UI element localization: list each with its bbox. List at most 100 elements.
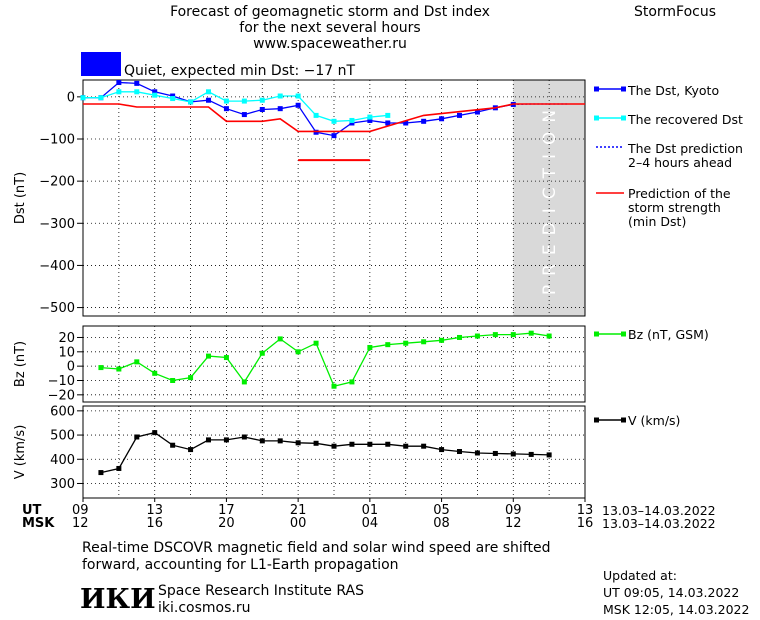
brand-name: StormFocus [633,4,717,20]
ut-tick-label: 09 [72,503,89,518]
data-point-v-0 [241,434,247,440]
data-point-v-0 [170,442,176,448]
data-point-dst-0 [313,129,319,135]
legend-marker-5 [621,417,626,423]
y-tick-label: −300 [39,217,75,232]
data-point-dst-0 [367,117,373,123]
data-point-dst-0 [474,109,480,115]
data-point-bz-0 [277,336,283,342]
ut-tick-label: 17 [218,503,235,518]
data-point-bz-0 [116,366,122,372]
institute-website-link[interactable]: iki.cosmos.ru [158,600,251,616]
data-point-v-0 [457,449,462,455]
data-point-dst-0 [421,118,427,124]
y-axis-label-v: V (km/s) [13,425,28,480]
ut-tick-label: 05 [433,503,450,518]
legend-marker-0 [621,86,626,92]
data-point-bz-0 [457,334,462,340]
data-point-dst-0 [439,116,445,122]
data-point-v-0 [367,441,373,447]
data-point-bz-0 [188,375,194,381]
data-point-bz-0 [528,330,534,336]
data-point-v-0 [277,438,283,444]
data-point-dst-0 [457,112,462,118]
data-point-dst-0 [349,120,355,126]
data-point-v-0 [492,450,498,456]
data-point-bz-0 [474,333,480,339]
data-point-dst-1 [241,98,247,104]
data-point-v-0 [546,452,552,458]
legend-marker-1 [594,115,599,121]
data-point-dst-1 [80,95,86,101]
data-point-dst-1 [259,97,265,103]
msk-axis-label: MSK [22,516,55,531]
msk-tick-label: 12 [72,516,89,531]
series-line-v-0 [100,431,550,474]
data-point-dst-0 [331,133,337,139]
msk-tick-label: 16 [146,516,163,531]
data-point-bz-0 [170,377,176,383]
data-point-dst-1 [188,99,194,105]
legend-label-v: V (km/s) [628,413,681,428]
data-point-v-0 [206,437,211,443]
website-link[interactable]: www.spaceweather.ru [253,36,407,52]
y-tick-label: 20 [58,331,75,346]
y-tick-label: 300 [50,477,75,492]
data-point-bz-0 [259,350,265,356]
ut-axis-label: UT [22,503,42,518]
data-point-bz-0 [98,365,104,371]
legend-label-dst-kyoto: The Dst, Kyoto [628,83,720,98]
status-color-swatch [81,52,121,76]
institute-name: Space Research Institute RAS [158,583,364,599]
series-line-dst-1 [83,91,388,122]
data-point-dst-0 [241,112,247,118]
y-tick-label: −500 [39,301,75,316]
data-point-v-0 [421,443,427,449]
series-line-dst-0 [83,81,514,137]
y-tick-label: 600 [50,404,75,419]
data-point-dst-1 [170,96,176,102]
series-line-dst-3 [83,103,585,133]
data-point-bz-0 [241,379,247,385]
y-axis-label-dst: Dst (nT) [13,172,28,224]
msk-tick-label: 00 [289,516,307,531]
data-point-bz-0 [331,383,337,389]
y-tick-label: 400 [50,453,75,468]
status-text: Quiet, expected min Dst: −17 nT [124,63,356,79]
ut-date-range: 13.03–14.03.2022 [602,503,716,518]
ut-tick-label: 09 [505,503,522,518]
data-point-dst-1 [331,118,337,124]
data-point-dst-1 [98,95,104,101]
y-tick-label: −400 [39,259,75,274]
y-tick-label: 10 [58,345,75,360]
data-point-bz-0 [546,333,552,339]
legend-marker-1 [621,115,626,121]
footer-note-line1: Real-time DSCOVR magnetic field and sola… [82,540,551,556]
y-tick-label: −200 [39,175,75,190]
data-point-dst-1 [277,93,283,99]
data-point-bz-0 [206,353,211,359]
data-point-bz-0 [492,332,498,338]
data-point-v-0 [528,451,534,457]
y-tick-label: −20 [48,388,75,403]
legend-marker-5 [594,417,599,423]
data-point-v-0 [385,441,391,447]
prediction-label: PREDICTION [540,101,560,295]
legend-label-dst-prediction: The Dst prediction 2–4 hours ahead [628,141,743,170]
y-tick-label: −10 [48,374,75,389]
legend-marker-4 [621,331,626,337]
ut-tick-label: 13 [146,503,163,518]
data-point-dst-0 [223,106,229,112]
panel-frame-v [82,405,586,499]
msk-tick-label: 16 [576,516,594,531]
series-line-bz-0 [100,332,550,387]
footer-note-line2: forward, accounting for L1-Earth propaga… [82,557,399,573]
legend-label-recovered-dst: The recovered Dst [628,112,743,127]
data-point-v-0 [474,450,480,456]
data-point-dst-1 [385,112,391,118]
ut-tick-label: 01 [361,503,379,518]
data-point-dst-0 [206,97,211,103]
msk-date-range: 13.03–14.03.2022 [602,516,716,531]
updated-ut: UT 09:05, 14.03.2022 [603,585,740,600]
